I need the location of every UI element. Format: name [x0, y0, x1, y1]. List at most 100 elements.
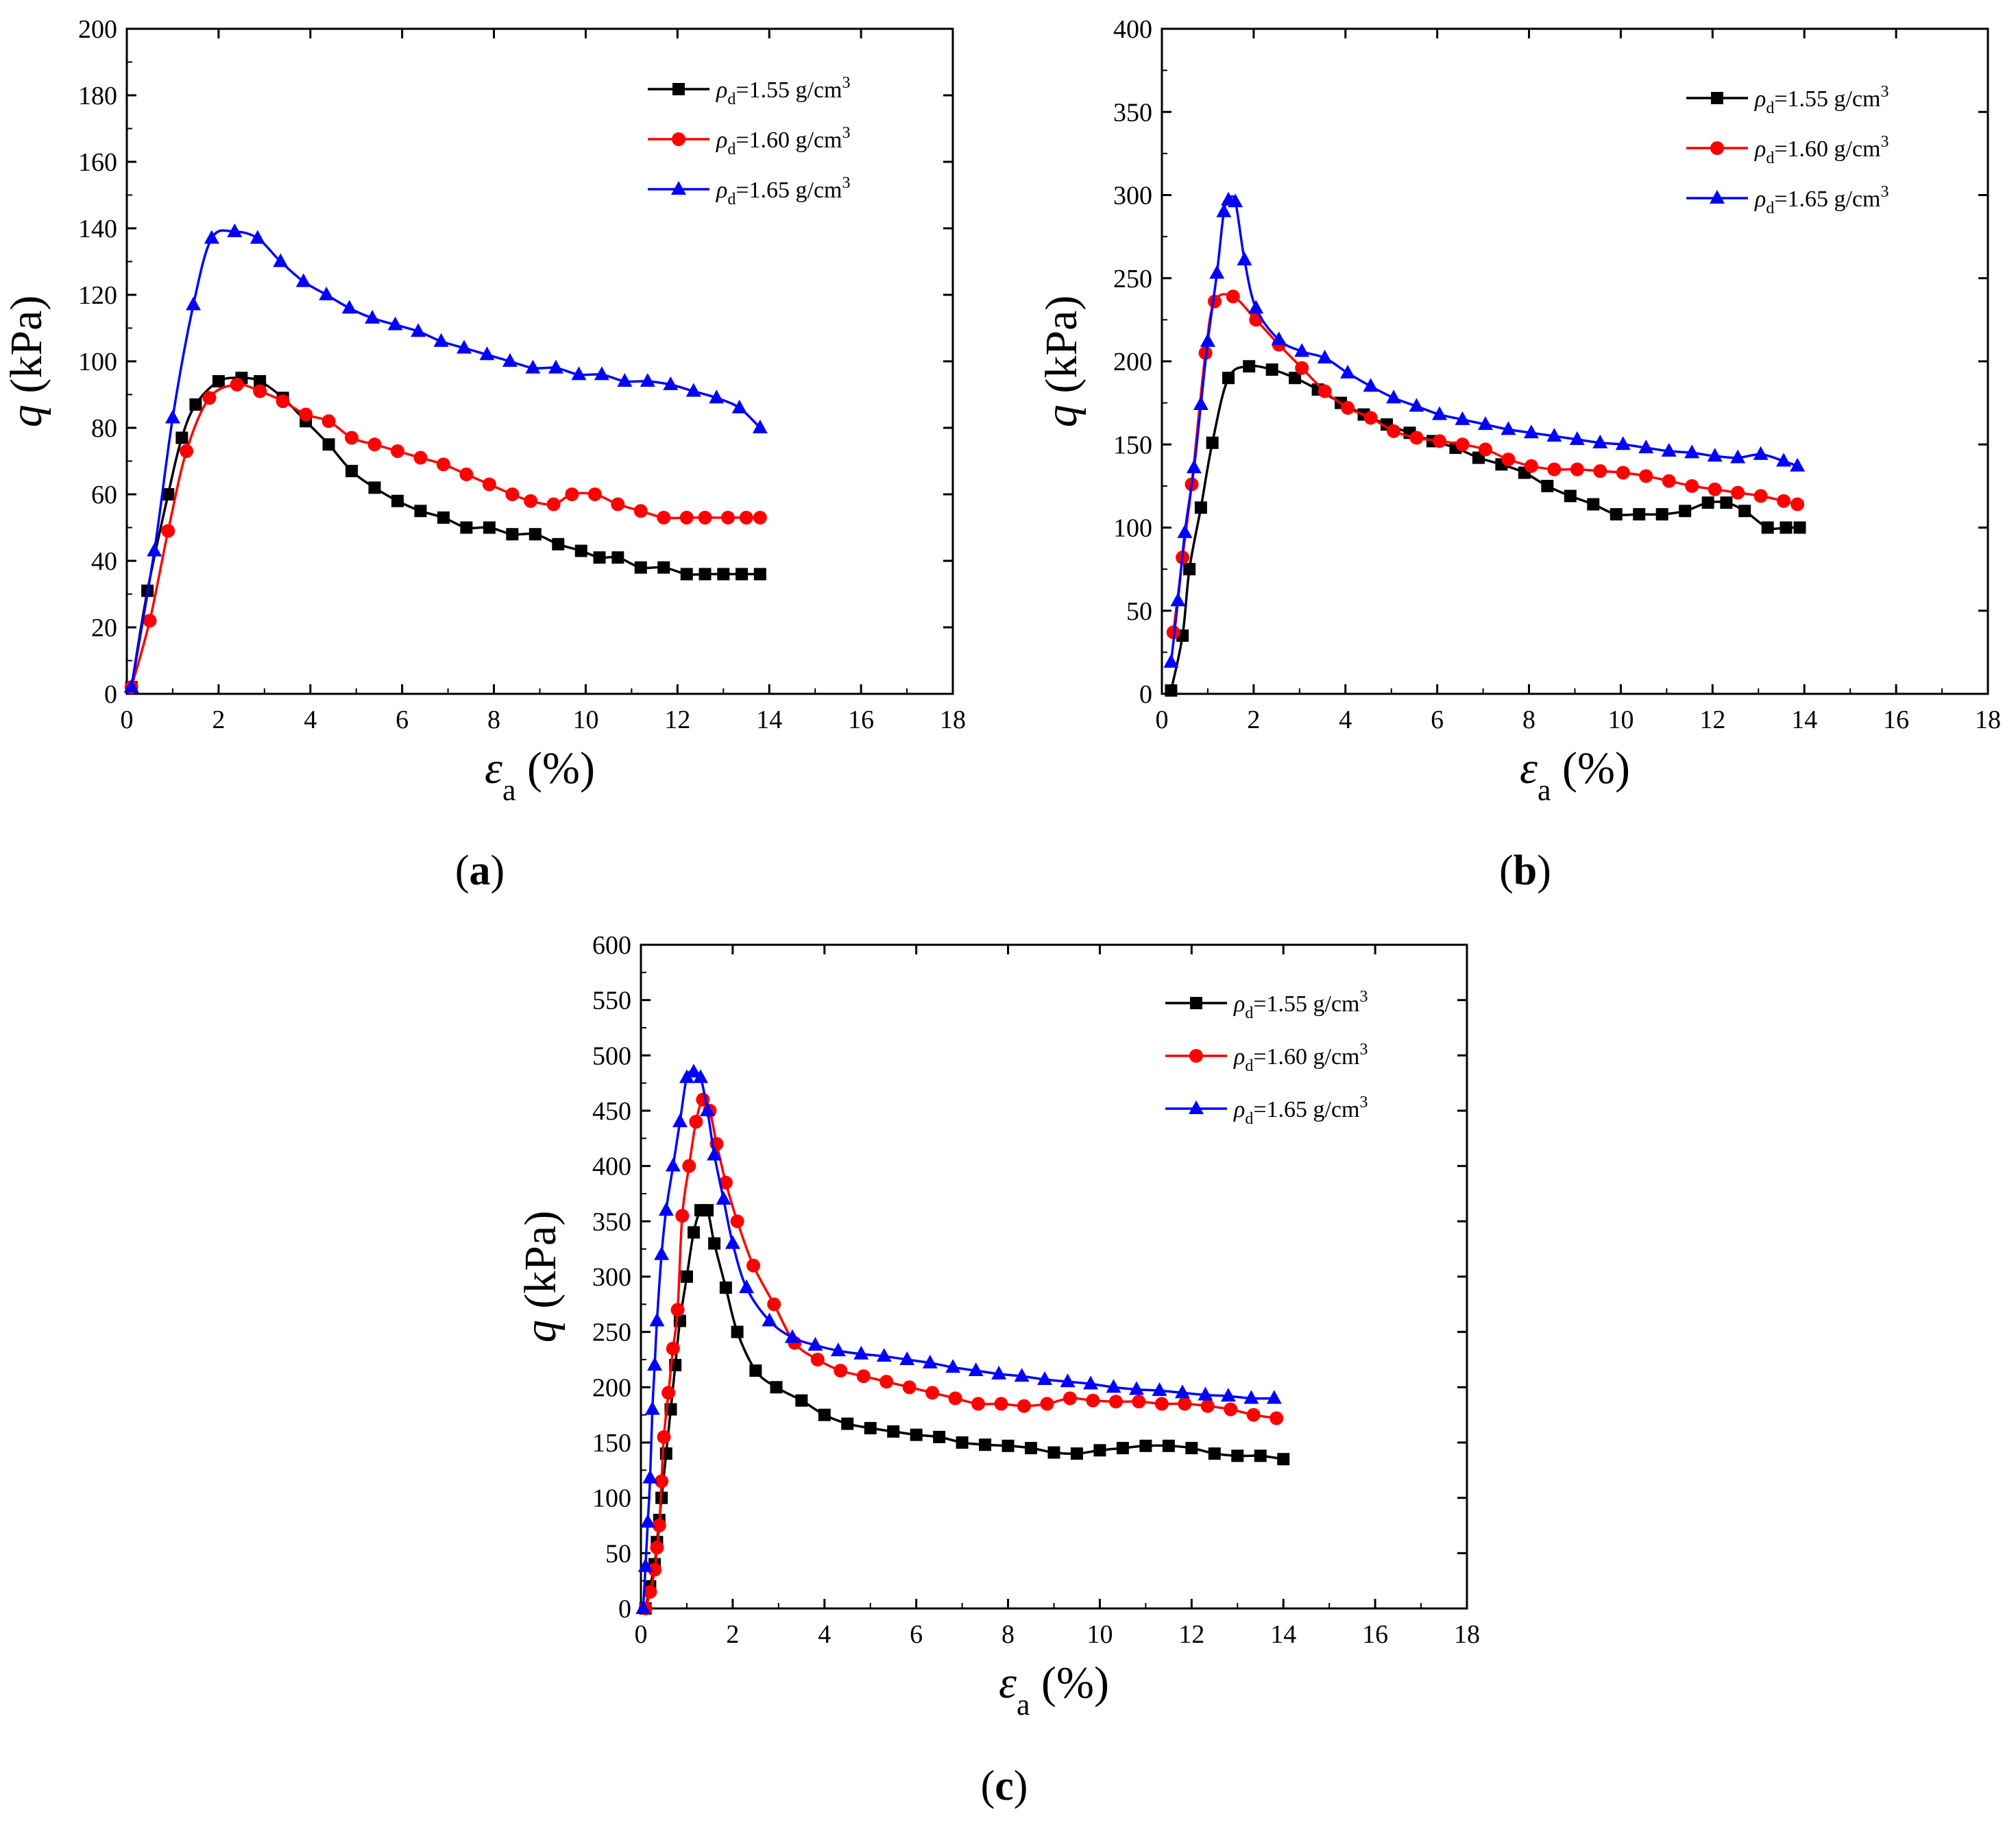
legend-label: ρd=1.65 g/cm3	[1754, 183, 1889, 217]
series-1	[125, 372, 766, 694]
data-point	[1790, 497, 1805, 511]
x-tick-label: 12	[1178, 1620, 1204, 1649]
x-tick-label: 18	[1975, 706, 2001, 734]
data-point	[391, 494, 404, 507]
legend-rho: ρ	[1233, 991, 1245, 1017]
data-point	[1017, 1399, 1031, 1413]
legend-rho: ρ	[1233, 1097, 1245, 1122]
data-point	[672, 1113, 688, 1128]
data-point	[1177, 524, 1193, 538]
y-tick-label: 0	[104, 680, 117, 709]
legend-rho: ρ	[1233, 1044, 1245, 1070]
chart-panel-a: 0 2 4 6 8 10 12 14 16 180204060801001201401601802…	[1, 15, 966, 894]
data-point	[700, 1102, 716, 1116]
data-point	[506, 528, 519, 541]
data-point	[994, 1397, 1008, 1411]
panel-caption: (c)	[981, 1763, 1028, 1809]
legend-marker	[1710, 141, 1724, 155]
data-point	[1639, 469, 1653, 483]
x-tick-label: 14	[1791, 706, 1817, 734]
data-point	[565, 487, 579, 501]
caption-letter: c	[995, 1763, 1014, 1809]
legend-rho: ρ	[716, 128, 727, 153]
caption-open: (	[1499, 847, 1514, 894]
y-tick-label: 0	[618, 1595, 631, 1624]
data-point	[524, 494, 538, 508]
legend-value: =1.60 g/cm	[1253, 1044, 1359, 1070]
data-point	[657, 561, 670, 574]
legend-marker	[1190, 997, 1202, 1009]
data-point	[227, 223, 243, 237]
x-axis-label: εa (%)	[1520, 743, 1630, 807]
chart-panel-b: 0 2 4 6 8 10 12 14 16 18 0 50 100 150 200 250 300 350 400 ε…	[1036, 15, 2001, 894]
data-point	[658, 1202, 674, 1216]
data-point	[161, 524, 175, 538]
data-point	[762, 1312, 777, 1327]
y-tick-label: 100	[78, 348, 117, 376]
data-point	[945, 1359, 961, 1373]
y-tick-label: 40	[91, 547, 117, 576]
data-point	[1546, 428, 1562, 442]
data-point	[1001, 1439, 1015, 1452]
data-point	[752, 420, 768, 433]
legend-value: =1.55 g/cm	[736, 77, 842, 103]
panel-caption: (b)	[1499, 847, 1551, 894]
data-point	[1363, 378, 1379, 392]
series-3	[123, 223, 768, 693]
data-point	[650, 1541, 664, 1555]
x-axis-label-unit: (%)	[516, 743, 595, 793]
data-point	[1684, 444, 1700, 459]
data-point	[165, 409, 180, 424]
x-tick-label: 8	[487, 706, 500, 734]
legend-superscript: 3	[842, 74, 851, 92]
data-point	[1209, 265, 1225, 279]
data-point	[795, 1394, 808, 1407]
data-point	[1707, 448, 1723, 462]
data-point	[699, 568, 712, 581]
data-point	[648, 1563, 662, 1577]
x-axis-label-symbol: ε	[1520, 743, 1538, 793]
x-axis-label-symbol: ε	[999, 1658, 1017, 1708]
data-point	[853, 1345, 869, 1360]
data-point	[730, 1214, 744, 1229]
data-point	[1501, 421, 1516, 435]
data-point	[879, 1375, 894, 1389]
data-point	[322, 438, 335, 451]
data-point	[956, 1436, 969, 1449]
data-point	[899, 1351, 915, 1365]
data-point	[1243, 360, 1256, 373]
x-tick-label: 14	[1270, 1620, 1296, 1649]
data-point	[147, 542, 162, 557]
data-point	[864, 1422, 877, 1435]
data-point	[807, 1337, 823, 1351]
y-tick-label: 20	[91, 614, 117, 642]
data-point	[746, 1258, 761, 1273]
data-point	[552, 538, 565, 551]
x-tick-label: 4	[304, 706, 317, 734]
data-point	[708, 1237, 721, 1250]
legend-marker	[671, 181, 686, 195]
x-tick-label: 6	[396, 706, 409, 734]
y-tick-label: 250	[592, 1318, 631, 1347]
data-point	[1200, 333, 1215, 347]
data-point	[1248, 300, 1264, 314]
legend-subscript: d	[727, 191, 736, 208]
data-point	[230, 377, 244, 391]
data-point	[753, 568, 766, 581]
data-point	[1014, 1368, 1030, 1382]
caption-close: )	[1014, 1763, 1028, 1809]
data-point	[1040, 1397, 1054, 1411]
data-point	[876, 1348, 892, 1362]
data-point	[830, 1342, 846, 1357]
data-point	[1226, 289, 1240, 304]
x-tick-label: 12	[1699, 706, 1725, 734]
data-point	[701, 1204, 714, 1217]
data-point	[189, 398, 202, 411]
data-point	[922, 1354, 938, 1368]
x-tick-label: 18	[940, 706, 966, 734]
data-point	[1185, 1442, 1198, 1455]
data-point	[345, 431, 359, 445]
